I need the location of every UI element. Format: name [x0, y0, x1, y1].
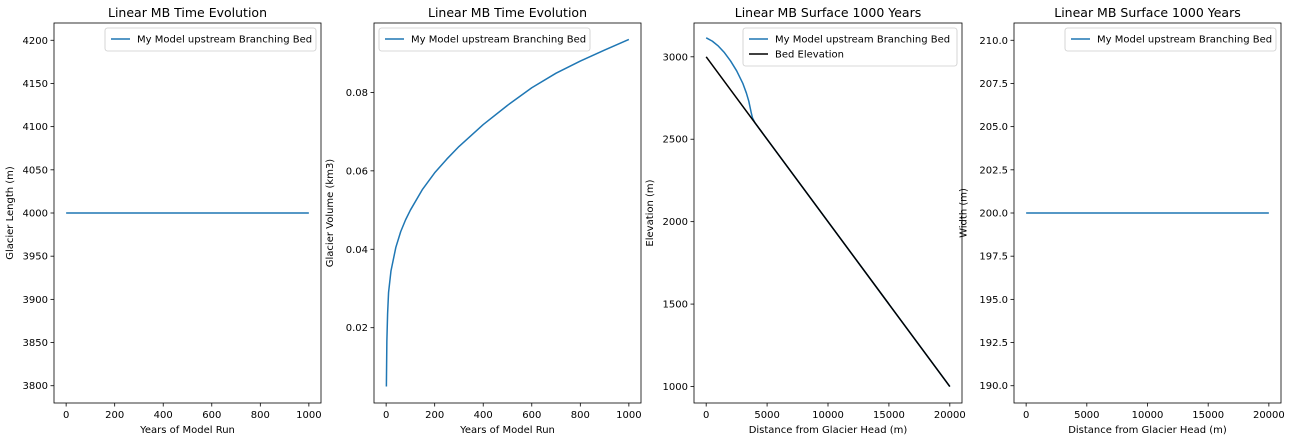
legend: My Model upstream Branching Bed	[1064, 27, 1277, 52]
chart-2: Linear MB Time Evolution 0 200 400 600 800 100…	[325, 5, 642, 436]
y-tick-label: 190.0	[979, 381, 1008, 392]
x-tick-label: 0	[63, 410, 69, 421]
x-axis-label: Years of Model Run	[459, 425, 555, 436]
y-axis-label: Glacier Length (m)	[5, 166, 16, 260]
x-tick-label: 0	[383, 410, 389, 421]
y-tick-label: 197.5	[979, 252, 1008, 263]
x-tick-label: 400	[474, 410, 493, 421]
series-line-1	[705, 37, 951, 387]
y-tick-label: 4100	[23, 122, 48, 133]
y-tick-label: 0.04	[346, 245, 368, 256]
legend-label: My Model upstream Branching Bed	[411, 35, 586, 46]
y-axis-label: Glacier Volume (km3)	[325, 159, 336, 268]
legend-label: My Model upstream Branching Bed	[775, 35, 950, 46]
plot-frame	[53, 22, 322, 404]
legend: My Model upstream Branching Bed	[104, 27, 317, 52]
chart-title: Linear MB Time Evolution	[428, 5, 587, 20]
y-tick-label: 3000	[663, 52, 688, 63]
legend: My Model upstream Branching Bed	[378, 27, 591, 52]
y-tick-label: 1000	[663, 382, 688, 393]
x-tick-label: 200	[425, 410, 444, 421]
chart-1: Linear MB Time Evolution 0 200 400 600 800 100…	[5, 5, 322, 436]
y-tick-label: 4200	[23, 36, 48, 47]
y-tick-label: 210.0	[979, 36, 1008, 47]
legend: My Model upstream Branching Bed Bed Eleva…	[742, 27, 958, 67]
y-tick-label: 192.5	[979, 338, 1008, 349]
x-tick-label: 10000	[1132, 410, 1164, 421]
series-line-2	[705, 56, 951, 387]
y-tick-label: 1500	[663, 300, 688, 311]
y-tick-label: 2000	[663, 217, 688, 228]
x-axis-label: Distance from Glacier Head (m)	[749, 425, 908, 436]
x-tick-label: 1000	[616, 410, 641, 421]
y-tick-label: 4150	[23, 79, 48, 90]
plot-frame	[373, 22, 642, 404]
x-tick-label: 10000	[812, 410, 844, 421]
y-tick-label: 207.5	[979, 79, 1008, 90]
x-tick-label: 20000	[1253, 410, 1285, 421]
y-tick-label: 4050	[23, 165, 48, 176]
chart-3: Linear MB Surface 1000 Years 0 5000 10000 15…	[645, 5, 966, 436]
x-tick-label: 5000	[754, 410, 779, 421]
x-axis-label: Distance from Glacier Head (m)	[1068, 425, 1227, 436]
y-tick-label: 205.0	[979, 122, 1008, 133]
y-tick-label: 200.0	[979, 209, 1008, 220]
legend-label: My Model upstream Branching Bed	[137, 35, 312, 46]
y-tick-label: 3950	[23, 252, 48, 263]
legend-box	[742, 27, 958, 67]
y-tick-label: 202.5	[979, 165, 1008, 176]
x-tick-label: 600	[522, 410, 541, 421]
x-tick-label: 0	[703, 410, 709, 421]
x-tick-label: 600	[202, 410, 221, 421]
y-axis-label: Width (m)	[959, 188, 970, 238]
chart-title: Linear MB Surface 1000 Years	[735, 5, 922, 20]
y-tick-label: 3900	[23, 295, 48, 306]
plot-frame	[1013, 22, 1282, 404]
y-tick-label: 4000	[23, 209, 48, 220]
y-tick-label: 3800	[23, 381, 48, 392]
legend-box	[104, 27, 317, 52]
legend-label: Bed Elevation	[775, 50, 844, 61]
x-tick-label: 15000	[1192, 410, 1224, 421]
legend-box	[1064, 27, 1277, 52]
x-tick-label: 1000	[296, 410, 321, 421]
y-tick-label: 0.06	[346, 166, 368, 177]
y-axis-label: Elevation (m)	[645, 179, 656, 246]
x-tick-label: 400	[154, 410, 173, 421]
x-tick-label: 5000	[1074, 410, 1099, 421]
y-tick-label: 195.0	[979, 295, 1008, 306]
plot-frame	[693, 22, 963, 404]
y-tick-label: 3850	[23, 338, 48, 349]
y-tick-label: 0.02	[346, 323, 368, 334]
legend-box	[378, 27, 591, 52]
x-tick-label: 15000	[873, 410, 905, 421]
x-tick-label: 20000	[934, 410, 966, 421]
series-line-1	[385, 38, 630, 387]
chart-title: Linear MB Time Evolution	[108, 5, 267, 20]
chart-title: Linear MB Surface 1000 Years	[1054, 5, 1241, 20]
x-tick-label: 200	[105, 410, 124, 421]
y-tick-label: 0.08	[346, 88, 368, 99]
x-tick-label: 800	[251, 410, 270, 421]
x-axis-label: Years of Model Run	[139, 425, 235, 436]
chart-4: Linear MB Surface 1000 Years 0 5000 10000 15…	[959, 5, 1285, 436]
y-tick-label: 2500	[663, 135, 688, 146]
legend-label: My Model upstream Branching Bed	[1097, 35, 1272, 46]
x-tick-label: 0	[1023, 410, 1029, 421]
x-tick-label: 800	[571, 410, 590, 421]
